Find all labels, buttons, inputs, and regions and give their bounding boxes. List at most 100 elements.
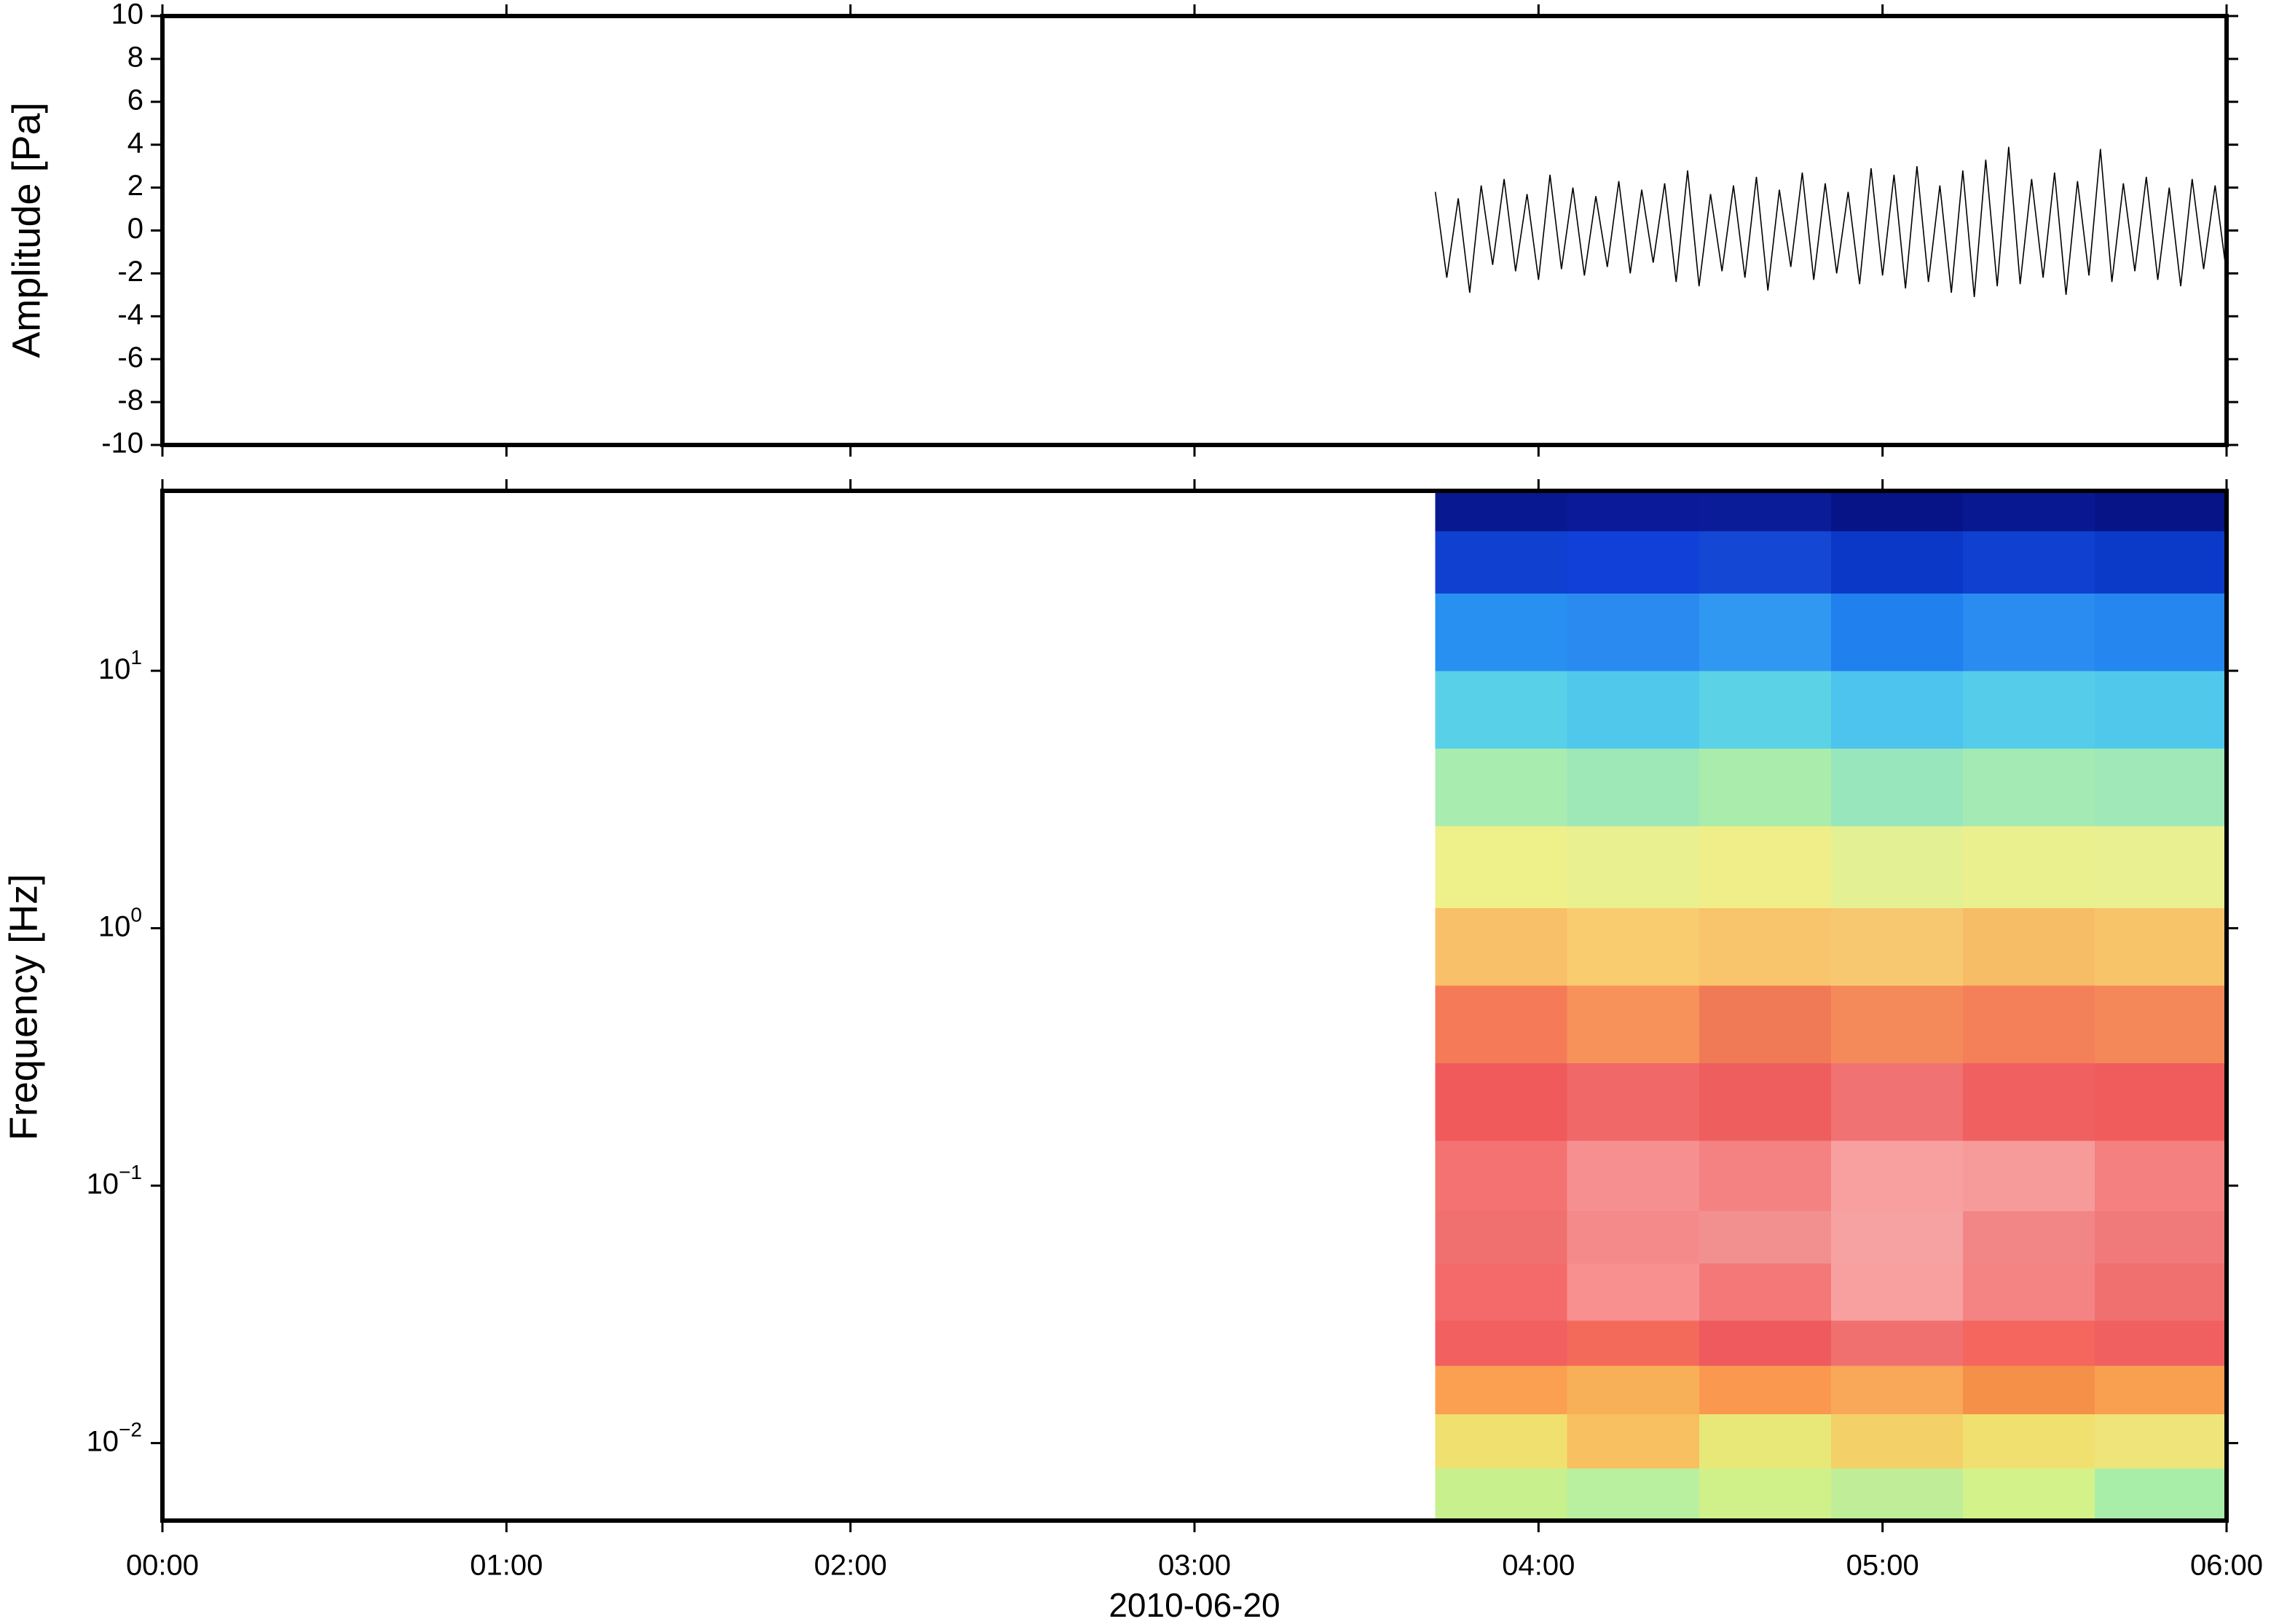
spectrogram-cell [2094,491,2227,532]
spectrogram-cell [2094,671,2227,749]
plot-frame [160,489,2229,1523]
spectrogram-cell [1830,1320,1964,1366]
x-tick-label: 01:00 [470,1550,543,1582]
spectrogram-cell [1962,1263,2095,1321]
spectrogram-cell [1699,1365,1832,1414]
spectrogram-cell [2094,1467,2227,1521]
spectrogram-cell [1567,1414,1700,1469]
spectrogram-cell [1962,748,2095,827]
tick-exponent: 0 [130,904,142,926]
spectrogram-cell [1567,748,1700,827]
x-tick-label: 06:00 [2190,1550,2263,1582]
spectrogram-cell [1962,1140,2095,1211]
spectrogram-cell [1830,1210,1964,1264]
spectrogram-cell [2094,1263,2227,1321]
spectrogram-cell [1435,1414,1568,1469]
spectrogram-cell [2094,1140,2227,1211]
tick-base: 10 [98,910,131,942]
spectrogram-cell [1830,671,1964,749]
spectrogram-cell [2094,530,2227,594]
y-tick-label: 10 [111,0,144,31]
spectrogram-cell [1699,1210,1832,1264]
x-tick-label: 00:00 [126,1550,199,1582]
y-tick-label: -4 [117,299,143,331]
spectrogram-cell [1435,671,1568,749]
x-tick-label: 05:00 [1846,1550,1919,1582]
spectrogram-cell [1435,1365,1568,1414]
y-tick-label: 2 [127,170,143,202]
y-tick-label: 10−1 [87,1161,142,1199]
spectrogram [1435,491,2227,1521]
spectrogram-cell [1830,593,1964,671]
spectrogram-cell [1699,1063,1832,1141]
spectrogram-cell [2094,1365,2227,1414]
spectrogram-cell [1699,1414,1832,1469]
spectrogram-cell [1435,985,1568,1063]
spectrogram-cell [1962,593,2095,671]
spectrogram-cell [2094,593,2227,671]
spectrogram-cell [1435,491,1568,532]
spectrogram-cell [1699,748,1832,827]
x-tick-label: 04:00 [1502,1550,1575,1582]
spectrogram-cell [2094,1210,2227,1264]
spectrogram-cell [1699,825,1832,909]
spectrogram-cell [2094,825,2227,909]
spectrogram-cell [1435,1467,1568,1521]
spectrogram-cell [1830,1140,1964,1211]
spectrogram-cell [1830,907,1964,986]
y-tick-label: -6 [117,342,143,374]
spectrogram-cell [1699,671,1832,749]
spectrogram-cell [1830,1365,1964,1414]
y-axis-title: Frequency [Hz] [1,874,45,1140]
spectrogram-cell [1435,748,1568,827]
spectrogram-cell [1567,985,1700,1063]
spectrogram-cell [1435,907,1568,986]
spectrogram-cell [2094,1320,2227,1366]
spectrogram-cell [1962,1414,2095,1469]
spectrogram-cell [1699,1263,1832,1321]
spectrogram-cell [1699,1467,1832,1521]
spectrogram-cell [1435,1140,1568,1211]
y-axis-title: Amplitude [Pa] [4,102,48,358]
spectrogram-cell [1567,530,1700,594]
spectrogram-cell [2094,1414,2227,1469]
tick-exponent: −1 [119,1161,142,1183]
spectrogram-cell [1962,985,2095,1063]
spectrogram-cell [1962,1320,2095,1366]
spectrogram-cell [1567,1320,1700,1366]
spectrogram-cell [1830,530,1964,594]
y-tick-label: -2 [117,256,143,288]
spectrogram-cell [1435,1063,1568,1141]
spectrogram-cell [1699,593,1832,671]
y-tick-label: 101 [98,646,142,685]
spectrogram-cell [1567,671,1700,749]
tick-base: 10 [98,653,131,685]
tick-base: 10 [87,1425,119,1457]
spectrogram-cell [1567,1210,1700,1264]
spectrogram-cell [1567,1140,1700,1211]
spectrogram-cell [1567,825,1700,909]
spectrogram-cell [1699,530,1832,594]
spectrogram-cell [1962,530,2095,594]
y-tick-label: 100 [98,904,142,942]
spectrogram-cell [2094,1063,2227,1141]
spectrogram-cell [1962,671,2095,749]
spectrogram-cell [1830,985,1964,1063]
spectrogram-cell [1830,1063,1964,1141]
spectrogram-cell [1699,907,1832,986]
spectrogram-cell [2094,907,2227,986]
spectrogram-cell [1962,1063,2095,1141]
spectrogram-cell [1962,907,2095,986]
tick-exponent: 1 [130,646,142,669]
spectrogram-cell [1830,1467,1964,1521]
y-tick-label: 4 [127,127,143,159]
spectrogram-cell [1699,1320,1832,1366]
tick-base: 10 [87,1168,119,1200]
spectrogram-cell [1830,491,1964,532]
spectrogram-cell [1830,825,1964,909]
x-tick-label: 02:00 [814,1550,887,1582]
spectrogram-cell [2094,748,2227,827]
spectrogram-cell [1435,1263,1568,1321]
x-tick-label: 03:00 [1158,1550,1231,1582]
